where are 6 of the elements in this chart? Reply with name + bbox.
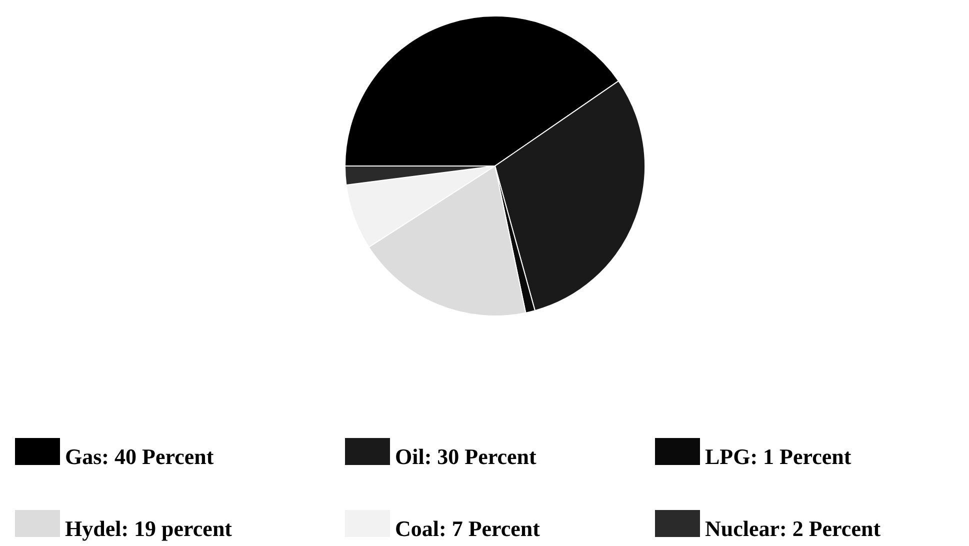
- legend-label: Nuclear: 2 Percent: [705, 516, 882, 541]
- legend-label: Hydel: 19 percent: [65, 516, 233, 541]
- legend-label: Gas: 40 Percent: [65, 444, 214, 469]
- legend-label: Coal: 7 Percent: [395, 516, 541, 541]
- legend-label: Oil: 30 Percent: [395, 444, 537, 469]
- legend-label: LPG: 1 Percent: [705, 444, 852, 469]
